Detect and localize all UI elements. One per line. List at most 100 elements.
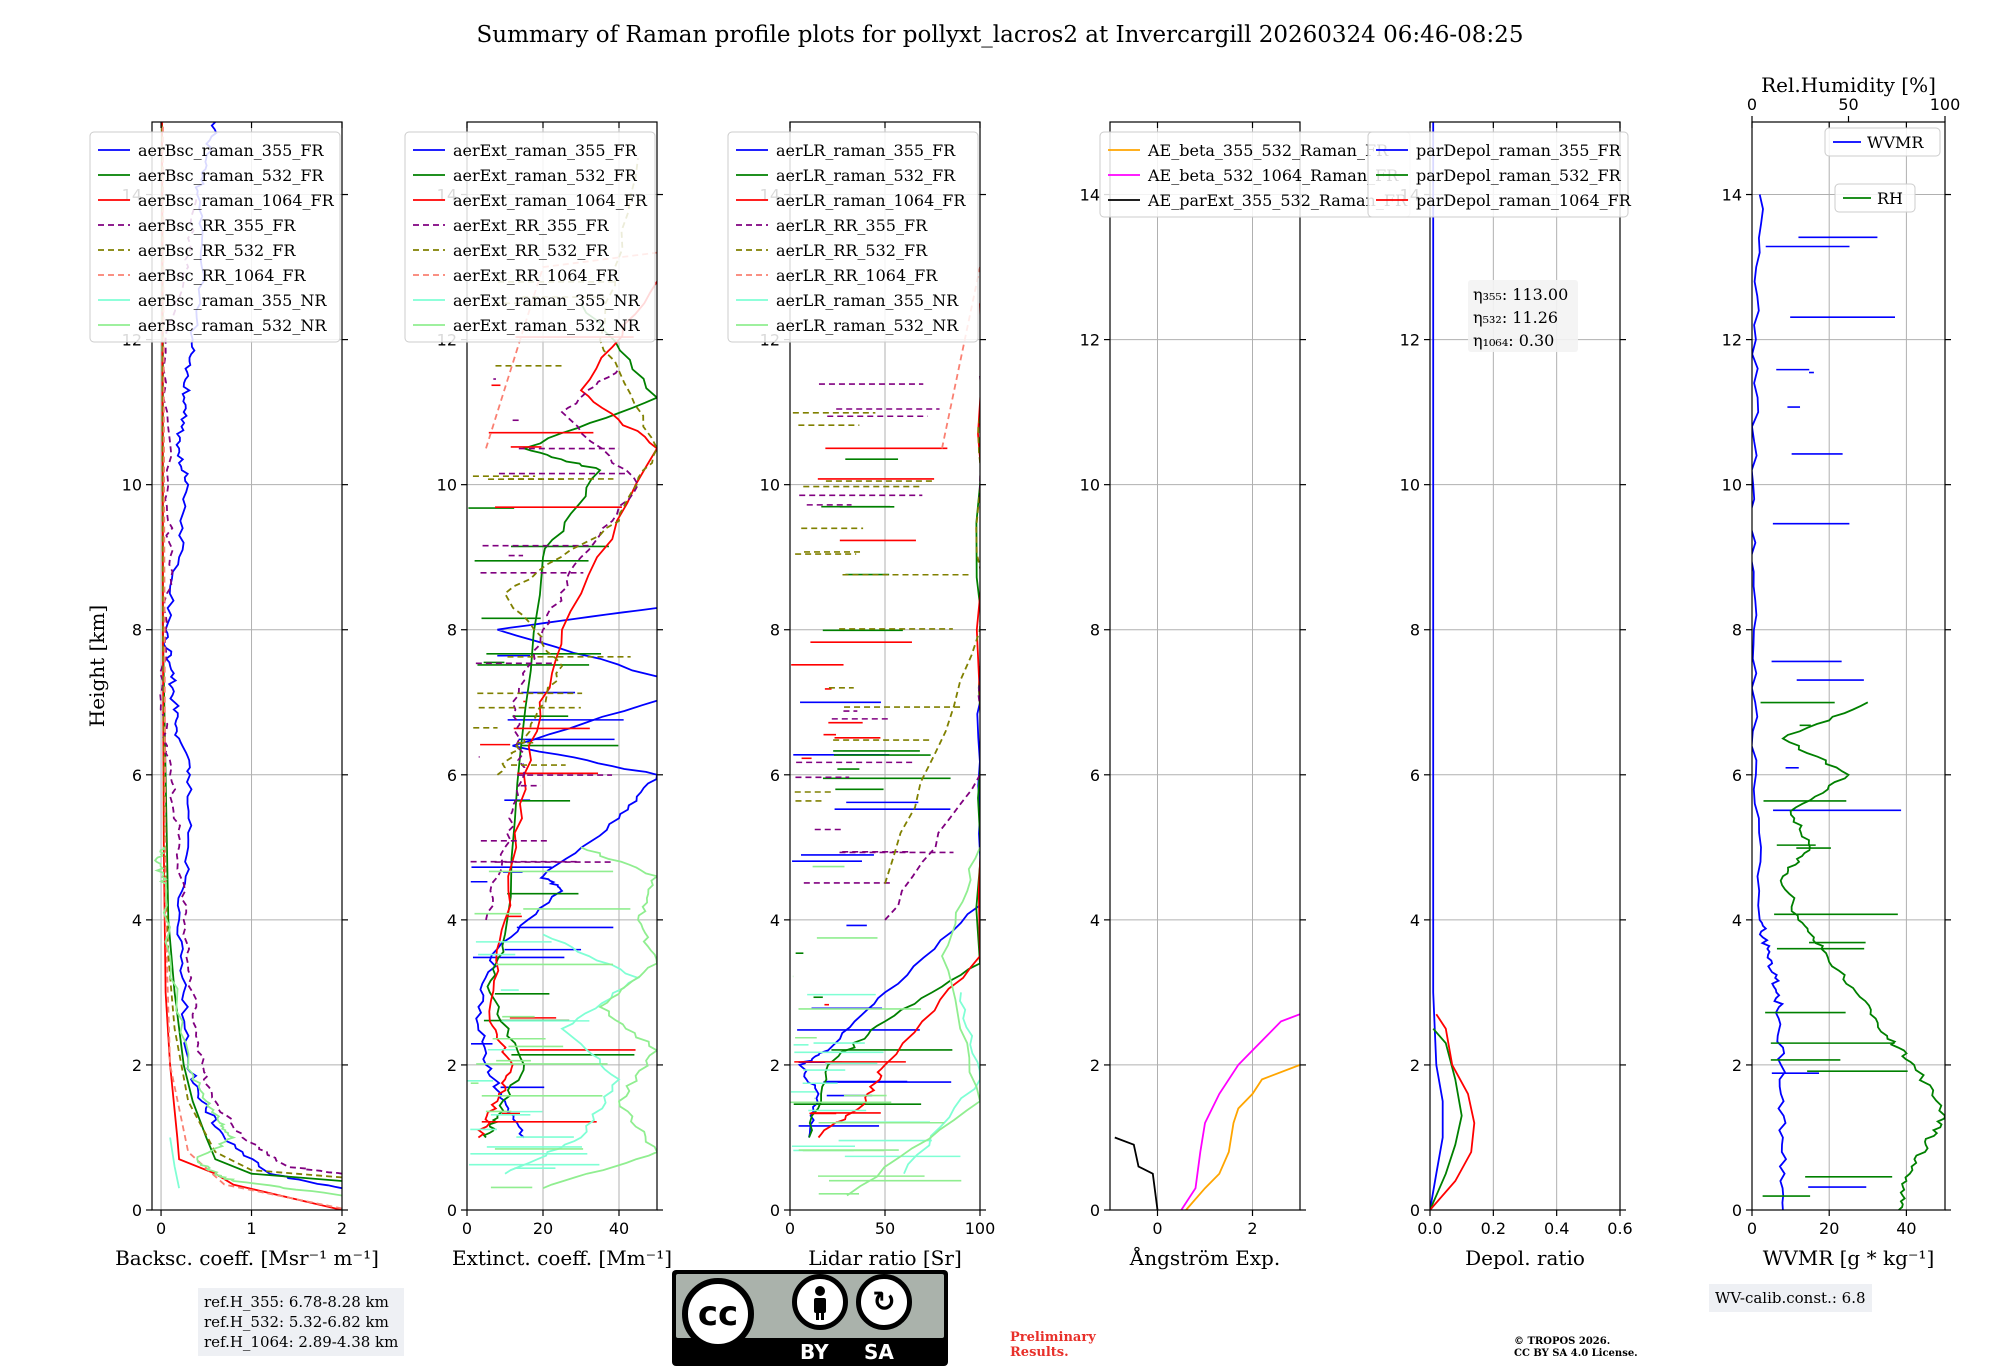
series-line-parDepol_raman_355_FR [1430,122,1444,1210]
ref-height-1064: ref.H_1064: 2.89-4.38 km [204,1333,399,1351]
y-tick-label: 6 [770,766,780,785]
y-tick-label: 10 [122,476,142,495]
y-tick-label: 0 [770,1201,780,1220]
y-tick-label: 0 [132,1201,142,1220]
preliminary-note: Preliminary Results. [1010,1330,1096,1360]
series-line-parDepol_raman_532_FR [1430,1028,1463,1210]
y-tick-label: 4 [770,911,780,930]
legend-entry: aerExt_raman_355_FR [453,141,638,160]
legend-entry: aerBsc_RR_1064_FR [138,266,307,285]
legend-entry: aerLR_raman_532_FR [776,166,956,185]
series-line-aerLR_raman_1064_FR [817,303,980,1139]
y-tick-label: 2 [132,1056,142,1075]
legend-entry: parDepol_raman_532_FR [1416,166,1622,185]
y-tick-label: 8 [132,621,142,640]
cc-license-badge: cc ↻ BY SA [672,1270,948,1366]
x-tick-label: 1 [246,1219,256,1238]
series-line-aerBsc_RR_1064_FR [162,122,342,1210]
series-group [1752,194,1945,1210]
legend-entry: aerExt_RR_355_FR [453,216,610,235]
legend-entry: AE_parExt_355_532_Raman_FR [1147,191,1408,210]
y-tick-label: 10 [1080,476,1100,495]
series-line-aerBsc_RR_532_FR [161,122,342,1179]
legend-entry: aerBsc_raman_355_FR [138,141,324,160]
x-tick-label: 0 [156,1219,166,1238]
reference-heights-box: ref.H_355: 6.78-8.28 km ref.H_532: 5.32-… [198,1288,405,1356]
series-line-aerBsc_raman_532_NR [153,846,342,1197]
legend-entry: aerBsc_raman_355_NR [138,291,327,310]
series-line-aerBsc_raman_355_NR [169,1137,180,1189]
series-line-aerExt_RR_532_FR [496,158,657,776]
copyright-note: © TROPOS 2026. CC BY SA 4.0 License. [1514,1336,1638,1360]
panel-ext: 0204002468101214Extinct. coeff. [Mm⁻¹]ae… [404,121,672,1270]
y-tick-label: 8 [1090,621,1100,640]
y-tick-label: 0 [1732,1201,1742,1220]
x-axis-label: Depol. ratio [1465,1246,1585,1270]
legend-entry: aerBsc_raman_532_NR [138,316,327,335]
legend-entry: aerLR_RR_532_FR [776,241,928,260]
y-tick-label: 10 [760,476,780,495]
top-axis-label: Rel.Humidity [%] [1761,73,1936,97]
y-tick-label: 6 [132,766,142,785]
y-tick-label: 14 [1080,186,1100,205]
cc-by-label: BY [800,1340,829,1364]
legend-box [1834,183,1916,213]
panel-lr: 05010002468101214Lidar ratio [Sr]aerLR_r… [727,121,996,1270]
axes-frame [1109,121,1301,1211]
panel-depol: 0.00.20.40.602468101214Depol. ratioparDe… [1367,121,1633,1270]
y-tick-label: 10 [1400,476,1420,495]
y-tick-label: 4 [1410,911,1420,930]
x-axis-label: Lidar ratio [Sr] [808,1246,962,1270]
legend-entry: aerExt_raman_355_NR [453,291,641,310]
x-tick-label: 0.2 [1481,1219,1506,1238]
legend-entry: RH [1877,189,1903,208]
x-tick-label: 100 [965,1219,996,1238]
legend-entry: aerLR_raman_355_FR [776,141,956,160]
panel-ae: 0 2 0 2 4 6 8 10 12 14 Ångström Exp. AE_beta_355_53… [1080,121,1411,1270]
y-tick-label: 14 [1722,186,1742,205]
legend-box [89,131,341,343]
ref-height-532: ref.H_532: 5.32-6.82 km [204,1313,389,1331]
y-tick-label: 6 [1732,766,1742,785]
y-tick-label: 8 [770,621,780,640]
y-tick-label: 10 [437,476,457,495]
y-tick-label: 4 [1090,911,1100,930]
series-group [1430,122,1476,1210]
share-alike-icon: ↻ [856,1274,912,1330]
x-tick-label: 40 [1896,1219,1916,1238]
legend-entry: parDepol_raman_355_FR [1416,141,1622,160]
y-tick-label: 4 [1732,911,1742,930]
y-tick-label: 12 [1722,331,1742,350]
legend-entry: aerExt_raman_532_FR [453,166,638,185]
legend-entry: aerLR_RR_1064_FR [776,266,938,285]
legend-entry: aerBsc_raman_1064_FR [138,191,335,210]
y-tick-label: 12 [1400,331,1420,350]
series-line-aerExt_raman_532_NR [542,846,657,1190]
legend-entry: aerLR_raman_1064_FR [776,191,966,210]
x-axis-label: Ångström Exp. [1129,1245,1280,1270]
series-line-parDepol_raman_1064_FR [1430,1013,1476,1210]
series-line-aerLR_raman_532_NR [846,846,980,1197]
y-tick-label: 2 [447,1056,457,1075]
legend-box [1824,127,1941,157]
y-tick-label: 0 [1410,1201,1420,1220]
legend-entry: aerBsc_raman_532_FR [138,166,324,185]
legend-entry: AE_beta_355_532_Raman_FR [1147,141,1389,160]
ref-height-355: ref.H_355: 6.78-8.28 km [204,1293,389,1311]
legend-entry: AE_beta_532_1064_Raman_FR [1147,166,1399,185]
eta-annotation: η₁₀₆₄: 0.30 [1473,331,1554,350]
top-tick-label: 0 [1747,95,1757,114]
x-axis-label: WVMR [g * kg⁻¹] [1763,1246,1935,1270]
x-tick-label: 0.0 [1417,1219,1442,1238]
legend-entry: aerExt_raman_1064_FR [453,191,648,210]
y-tick-label: 10 [1722,476,1742,495]
legend-entry: aerExt_RR_532_FR [453,241,610,260]
y-tick-label: 2 [1090,1056,1100,1075]
y-tick-label: 6 [1410,766,1420,785]
y-tick-label: 8 [447,621,457,640]
legend-entry: aerLR_raman_532_NR [776,316,959,335]
figure-title: Summary of Raman profile plots for polly… [476,22,1524,48]
series-group [467,158,657,1190]
series-line-RH [1779,701,1945,1210]
